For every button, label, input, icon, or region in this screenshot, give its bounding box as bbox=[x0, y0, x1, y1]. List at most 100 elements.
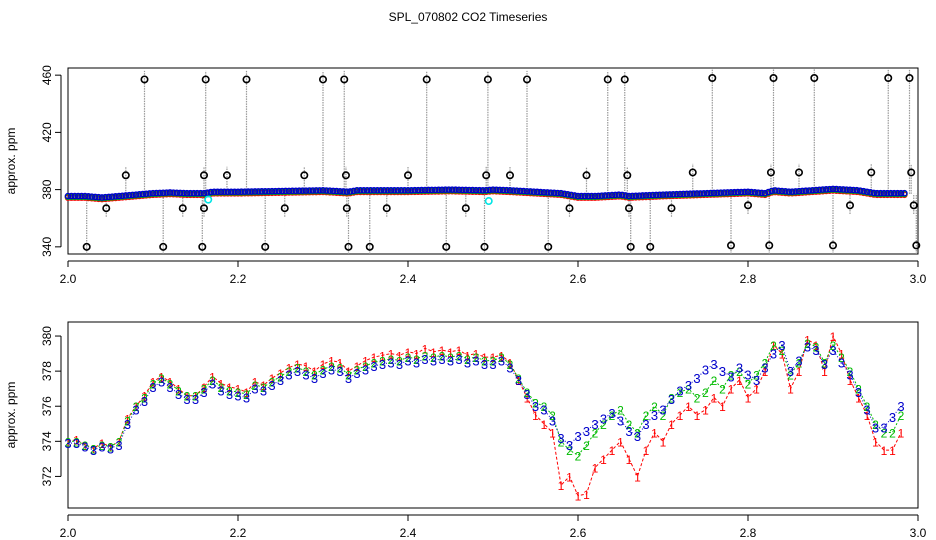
top-x-tick-label: 3.0 bbox=[910, 272, 927, 286]
top-series-3-point bbox=[867, 189, 874, 196]
bottom-series-1-marker: 1 bbox=[532, 409, 539, 423]
top-series-3-point bbox=[275, 187, 283, 195]
top-outlier-point bbox=[766, 168, 775, 177]
bottom-series-3-marker: 3 bbox=[838, 355, 845, 370]
bottom-series-2-marker: 2 bbox=[133, 400, 140, 414]
top-series-3-point bbox=[771, 187, 779, 194]
bottom-series-1-marker: 1 bbox=[167, 376, 174, 390]
top-outlier-point bbox=[810, 74, 819, 83]
top-series-3-point bbox=[775, 187, 782, 195]
top-series-3-point bbox=[353, 187, 361, 194]
top-outlier-point bbox=[905, 74, 914, 83]
top-series-3-point bbox=[289, 187, 296, 195]
bottom-series-2-marker: 2 bbox=[481, 355, 488, 369]
top-outlier-point bbox=[480, 242, 489, 251]
top-outlier-point bbox=[422, 75, 431, 84]
top-series-3-point bbox=[91, 193, 99, 201]
top-series-3-point bbox=[88, 193, 96, 200]
top-outlier-point bbox=[708, 74, 717, 83]
bottom-series-3-marker: 3 bbox=[481, 357, 488, 372]
bottom-series-1-marker: 1 bbox=[745, 391, 752, 405]
bottom-series-3-marker: 3 bbox=[336, 364, 343, 379]
bottom-series-3-marker: 3 bbox=[591, 417, 598, 432]
top-series-3-point bbox=[479, 186, 487, 194]
bottom-series-1-marker: 1 bbox=[405, 346, 412, 360]
bottom-series-2-marker: 2 bbox=[524, 386, 531, 400]
top-series-3-point bbox=[428, 186, 436, 194]
bottom-series-3-marker: 3 bbox=[141, 394, 148, 409]
top-series-3-point bbox=[731, 188, 738, 196]
bottom-series-1-marker: 1 bbox=[175, 383, 182, 397]
bottom-series-1-marker: 1 bbox=[787, 383, 794, 397]
top-x-tick-label: 2.0 bbox=[60, 272, 77, 286]
bottom-series-2-marker: 2 bbox=[243, 388, 250, 402]
top-outlier-point bbox=[341, 171, 350, 180]
top-series-3-point bbox=[251, 188, 259, 195]
bottom-series-2-marker: 2 bbox=[320, 363, 327, 377]
bottom-series-2-marker: 2 bbox=[609, 409, 616, 423]
bottom-series-1-marker: 1 bbox=[813, 339, 820, 353]
bottom-series-3-marker: 3 bbox=[277, 373, 284, 388]
top-series-3-point bbox=[846, 186, 854, 194]
bottom-series-3-marker: 3 bbox=[651, 408, 658, 423]
top-series-3-point bbox=[465, 186, 473, 194]
top-series-3-point bbox=[98, 194, 106, 201]
bottom-series-1-marker: 1 bbox=[549, 427, 556, 441]
bottom-series-2-marker: 2 bbox=[65, 435, 72, 449]
top-series-3-point bbox=[792, 188, 799, 195]
chart-title: SPL_070802 CO2 Timeseries bbox=[388, 10, 548, 24]
bottom-series-2-marker: 2 bbox=[838, 351, 845, 365]
top-series-3-point bbox=[476, 186, 483, 194]
top-series-3-point bbox=[363, 187, 371, 194]
top-series-3-point bbox=[744, 188, 752, 196]
top-series-3-point bbox=[74, 192, 82, 200]
bottom-series-1-marker: 1 bbox=[507, 356, 514, 370]
bottom-series-3-marker: 3 bbox=[447, 354, 454, 369]
bottom-series-2-marker: 2 bbox=[371, 356, 378, 370]
bottom-series-1-marker: 1 bbox=[430, 346, 437, 360]
top-series-3-point bbox=[588, 192, 595, 200]
top-outlier-point bbox=[623, 171, 632, 180]
bottom-series-1-marker: 1 bbox=[413, 348, 420, 362]
top-series-3-point bbox=[71, 192, 79, 200]
bottom-series-3-marker: 3 bbox=[345, 371, 352, 386]
top-series-3-point bbox=[683, 190, 691, 198]
top-series-3-point bbox=[295, 187, 303, 195]
top-series-3-point bbox=[499, 186, 507, 194]
top-outlier-point bbox=[626, 242, 635, 251]
top-series-3-point bbox=[231, 188, 238, 196]
top-series-3-point bbox=[571, 192, 578, 199]
top-series-3-point bbox=[581, 192, 589, 200]
bottom-series-3-marker: 3 bbox=[812, 343, 819, 358]
top-series-3-point bbox=[659, 191, 667, 198]
bottom-series-2-marker: 2 bbox=[575, 449, 582, 463]
top-outlier-point bbox=[178, 204, 187, 213]
top-series-3-point bbox=[156, 189, 164, 197]
bottom-series-3-marker: 3 bbox=[625, 424, 632, 439]
top-series-3-point bbox=[829, 185, 837, 193]
top-series-3-point bbox=[163, 189, 170, 196]
top-series-3-point bbox=[544, 189, 551, 196]
top-outlier-point bbox=[688, 168, 697, 177]
bottom-series-1-marker: 1 bbox=[456, 344, 463, 358]
bottom-series-3-marker: 3 bbox=[430, 354, 437, 369]
bottom-series-2-marker: 2 bbox=[634, 427, 641, 441]
top-series-3-point bbox=[591, 192, 599, 200]
top-series-3-point bbox=[547, 189, 555, 196]
bottom-series-2-marker: 2 bbox=[626, 418, 633, 432]
bottom-series-1-marker: 1 bbox=[796, 365, 803, 379]
top-series-3-point bbox=[523, 187, 531, 195]
bottom-series-3-marker: 3 bbox=[880, 420, 887, 435]
top-series-3-point bbox=[836, 185, 844, 193]
top-series-3-point bbox=[261, 188, 269, 195]
bottom-series-3-marker: 3 bbox=[778, 338, 785, 353]
top-series-3-point bbox=[404, 187, 412, 194]
bottom-x-tick-label: 2.4 bbox=[400, 526, 417, 540]
bottom-series-1-marker: 1 bbox=[90, 442, 97, 456]
bottom-y-axis-label: approx. ppm bbox=[4, 382, 18, 449]
bottom-series-2-marker: 2 bbox=[303, 365, 310, 379]
bottom-series-2-marker: 2 bbox=[566, 444, 573, 458]
top-series-3-point bbox=[258, 188, 266, 195]
top-series-3-point bbox=[442, 186, 449, 194]
top-series-3-point bbox=[884, 189, 891, 197]
